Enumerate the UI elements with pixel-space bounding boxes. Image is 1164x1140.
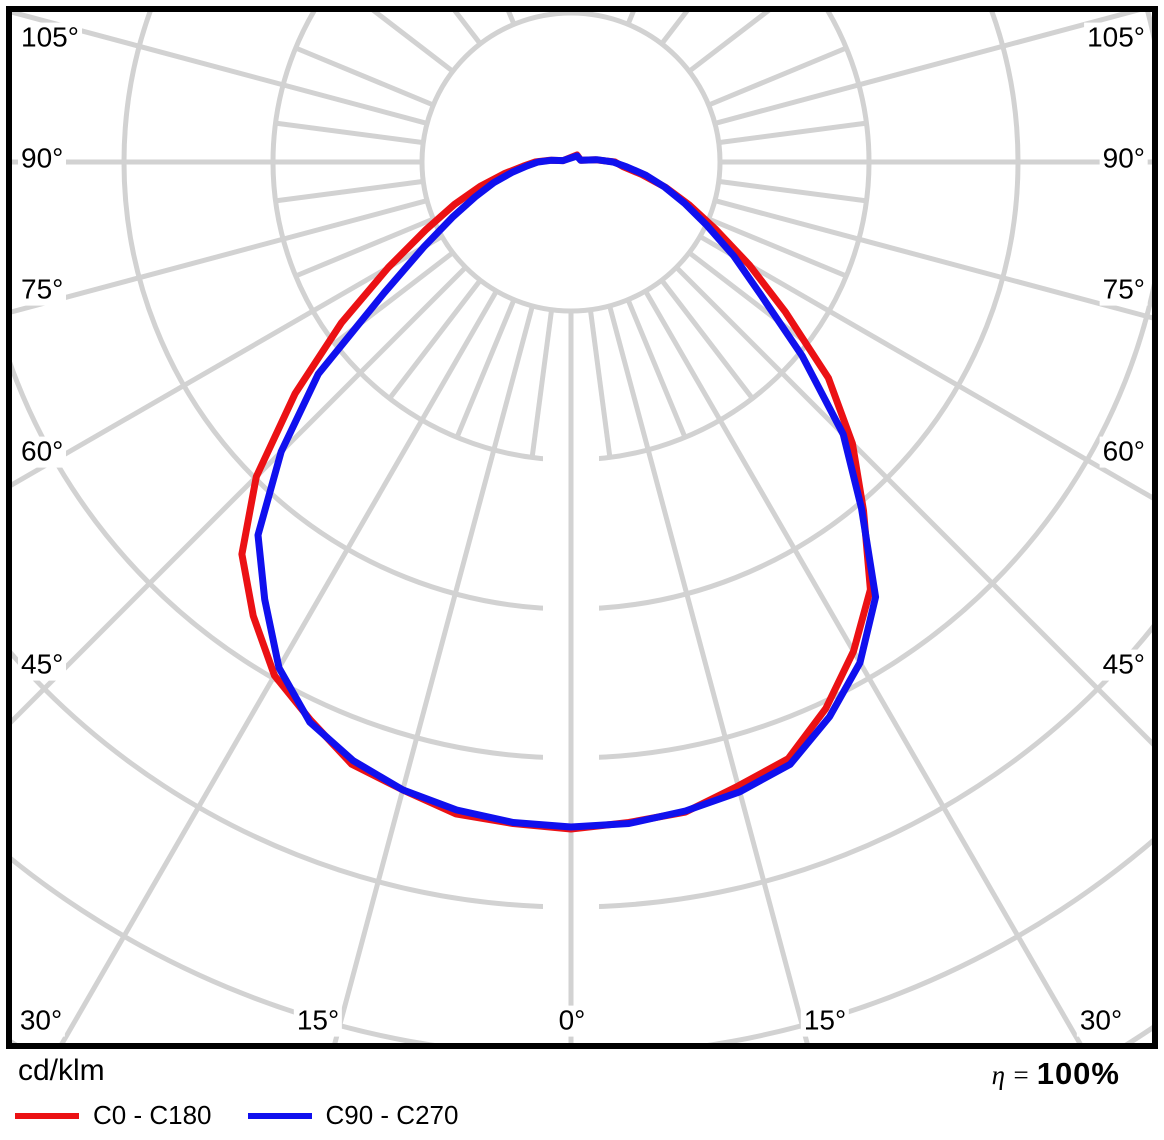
eta-symbol: η = <box>991 1060 1037 1090</box>
angle-label-right: 75° <box>1099 274 1148 306</box>
angle-label-left: 60° <box>18 436 67 468</box>
legend-swatch-1 <box>247 1112 312 1119</box>
legend-item-1: C90 - C270 <box>247 1100 459 1131</box>
unit-label: cd/klm <box>18 1054 105 1087</box>
legend: C0 - C180 C90 - C270 <box>15 1100 494 1131</box>
legend-item-0: C0 - C180 <box>15 1100 212 1131</box>
angle-label-right: 90° <box>1099 143 1148 175</box>
eta-value: 100% <box>1036 1056 1120 1091</box>
angle-label-left: 75° <box>18 274 67 306</box>
angle-label-bottom: 0° <box>555 1005 589 1037</box>
angle-label-left: 105° <box>18 22 82 54</box>
angle-label-right: 105° <box>1084 22 1148 54</box>
legend-label-0: C0 - C180 <box>93 1100 212 1130</box>
angle-label-bottom: 30° <box>1076 1005 1126 1037</box>
angle-label-bottom: 15° <box>293 1005 343 1037</box>
efficiency-readout: η = 100% <box>992 1056 1120 1092</box>
legend-label-1: C90 - C270 <box>325 1100 459 1130</box>
angle-label-left: 45° <box>18 649 67 681</box>
angle-label-bottom: 30° <box>16 1005 66 1037</box>
angle-label-left: 90° <box>18 143 67 175</box>
legend-swatch-0 <box>15 1112 79 1119</box>
angle-label-bottom: 15° <box>800 1005 850 1037</box>
angle-label-right: 60° <box>1099 436 1148 468</box>
angle-label-right: 45° <box>1099 649 1148 681</box>
